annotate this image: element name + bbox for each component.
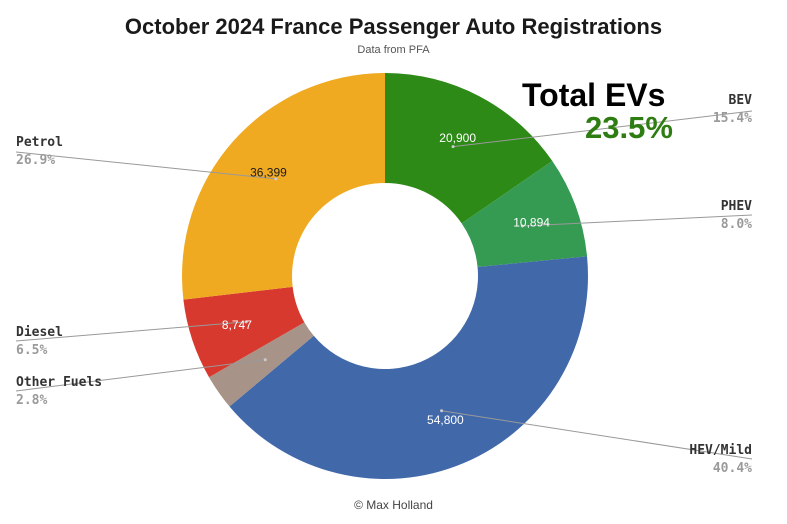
leader-dot-hev-mild [440, 409, 444, 413]
credit-footer: © Max Holland [354, 498, 433, 512]
value-label-hev-mild: 54,800 [427, 413, 464, 427]
percent-label-bev: 15.4% [713, 111, 752, 126]
leader-line-phev [522, 214, 753, 227]
category-label-other-fuels: Other Fuels [16, 375, 102, 390]
leader-line-hev-mild [441, 410, 753, 460]
slice-hev-mild [229, 256, 588, 479]
leader-line-bev [453, 110, 753, 148]
total-evs-percent: 23.5% [585, 110, 673, 145]
slice-other-fuels [209, 322, 314, 407]
percent-label-hev-mild: 40.4% [713, 461, 752, 476]
category-label-hev-mild: HEV/Mild [689, 443, 752, 458]
chart-subtitle: Data from PFA [357, 44, 430, 56]
chart-title: October 2024 France Passenger Auto Regis… [124, 14, 663, 39]
category-label-phev: PHEV [721, 199, 752, 214]
label-group: 20,900 BEV 15.4% 10,894 PHEV 8.0% 54,800 HEV/Mi… [16, 93, 752, 476]
leader-lines [15, 110, 753, 460]
category-label-petrol: Petrol [16, 135, 63, 150]
percent-label-phev: 8.0% [721, 217, 752, 232]
leader-line-petrol [15, 151, 276, 180]
leader-dot-petrol [274, 177, 278, 181]
total-evs-headline: Total EVs [522, 77, 666, 113]
slice-group [181, 73, 588, 479]
category-label-diesel: Diesel [16, 325, 63, 340]
value-label-diesel: 8,747 [222, 318, 252, 332]
slice-diesel [183, 286, 305, 378]
leader-line-diesel [15, 321, 247, 342]
percent-label-petrol: 26.9% [16, 153, 55, 168]
slice-bev [385, 73, 553, 224]
value-label-petrol: 36,399 [250, 165, 287, 179]
slice-phev [461, 161, 588, 267]
value-label-phev: 10,894 [513, 216, 550, 230]
leader-dot-other-fuels [263, 358, 267, 362]
leader-dot-bev [451, 145, 455, 149]
percent-label-diesel: 6.5% [16, 343, 47, 358]
leader-line-other-fuels [15, 359, 266, 392]
percent-label-other-fuels: 2.8% [16, 393, 47, 408]
slice-petrol [181, 73, 385, 300]
category-label-bev: BEV [729, 93, 753, 108]
leader-dot-phev [520, 224, 524, 228]
leader-dot-diesel [244, 320, 248, 324]
value-label-bev: 20,900 [439, 131, 476, 145]
